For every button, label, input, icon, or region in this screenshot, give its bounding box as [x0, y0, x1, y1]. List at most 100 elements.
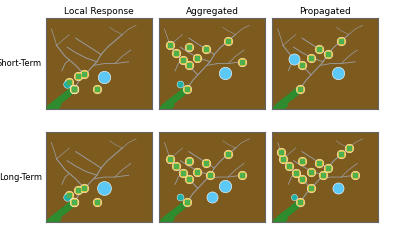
Point: [81, 186, 87, 190]
Point: [70, 87, 77, 91]
Point: [307, 56, 314, 60]
Point: [278, 150, 284, 153]
Point: [101, 186, 108, 190]
Point: [64, 195, 70, 199]
Point: [324, 166, 331, 170]
Point: [297, 201, 303, 204]
Point: [320, 173, 326, 177]
Point: [194, 170, 200, 173]
Point: [101, 75, 108, 79]
Point: [179, 58, 186, 62]
Point: [66, 80, 72, 84]
Point: [290, 195, 297, 199]
Point: [81, 186, 87, 190]
Point: [222, 71, 228, 74]
Point: [316, 47, 322, 51]
Point: [225, 153, 231, 156]
Point: [222, 184, 228, 188]
Point: [320, 173, 326, 177]
Point: [186, 177, 192, 181]
Point: [307, 186, 314, 190]
Text: Short-Term: Short-Term: [0, 59, 42, 68]
Point: [338, 39, 344, 43]
Point: [66, 193, 72, 197]
Point: [299, 64, 305, 67]
Point: [194, 56, 200, 60]
Point: [346, 146, 352, 150]
Point: [297, 201, 303, 204]
Point: [186, 159, 192, 163]
Point: [186, 177, 192, 181]
Point: [239, 60, 245, 64]
Point: [209, 195, 215, 199]
Point: [299, 177, 305, 181]
Point: [239, 173, 245, 177]
Point: [324, 53, 331, 56]
Point: [70, 201, 77, 204]
Point: [280, 157, 286, 161]
Point: [70, 87, 77, 91]
Point: [297, 87, 303, 91]
Point: [70, 87, 77, 91]
Point: [70, 201, 77, 204]
Point: [70, 87, 77, 91]
Point: [184, 87, 190, 91]
Point: [286, 164, 292, 168]
Point: [316, 47, 322, 51]
Point: [290, 57, 297, 61]
Point: [307, 186, 314, 190]
Point: [81, 73, 87, 76]
Point: [184, 201, 190, 204]
Point: [177, 195, 184, 199]
Point: [167, 44, 173, 47]
Point: [307, 56, 314, 60]
Point: [203, 47, 209, 51]
Point: [225, 39, 231, 43]
Point: [74, 188, 81, 192]
Point: [173, 51, 179, 54]
Point: [338, 39, 344, 43]
Point: [179, 172, 186, 175]
Text: Long-Term: Long-Term: [0, 173, 42, 182]
Point: [66, 193, 72, 197]
Point: [338, 153, 344, 156]
Point: [299, 159, 305, 163]
Point: [74, 188, 81, 192]
Point: [324, 166, 331, 170]
Point: [335, 186, 341, 190]
Point: [70, 87, 77, 91]
Point: [74, 74, 81, 78]
Point: [94, 201, 100, 204]
Point: [179, 58, 186, 62]
Point: [203, 161, 209, 164]
Point: [184, 87, 190, 91]
Point: [70, 201, 77, 204]
Point: [278, 150, 284, 153]
Point: [194, 56, 200, 60]
Point: [203, 47, 209, 51]
Point: [186, 45, 192, 49]
Point: [225, 39, 231, 43]
Point: [194, 170, 200, 173]
Point: [173, 51, 179, 54]
Point: [186, 64, 192, 67]
Point: [167, 157, 173, 161]
Point: [299, 64, 305, 67]
Point: [316, 161, 322, 164]
Point: [239, 173, 245, 177]
Point: [338, 153, 344, 156]
Point: [74, 74, 81, 78]
Point: [177, 82, 184, 85]
Point: [179, 172, 186, 175]
Point: [292, 172, 299, 175]
Point: [352, 173, 358, 177]
Point: [94, 87, 100, 91]
Point: [207, 173, 213, 177]
Point: [66, 80, 72, 84]
Point: [316, 161, 322, 164]
Point: [70, 201, 77, 204]
Point: [225, 153, 231, 156]
Point: [239, 60, 245, 64]
Point: [324, 53, 331, 56]
Point: [286, 164, 292, 168]
